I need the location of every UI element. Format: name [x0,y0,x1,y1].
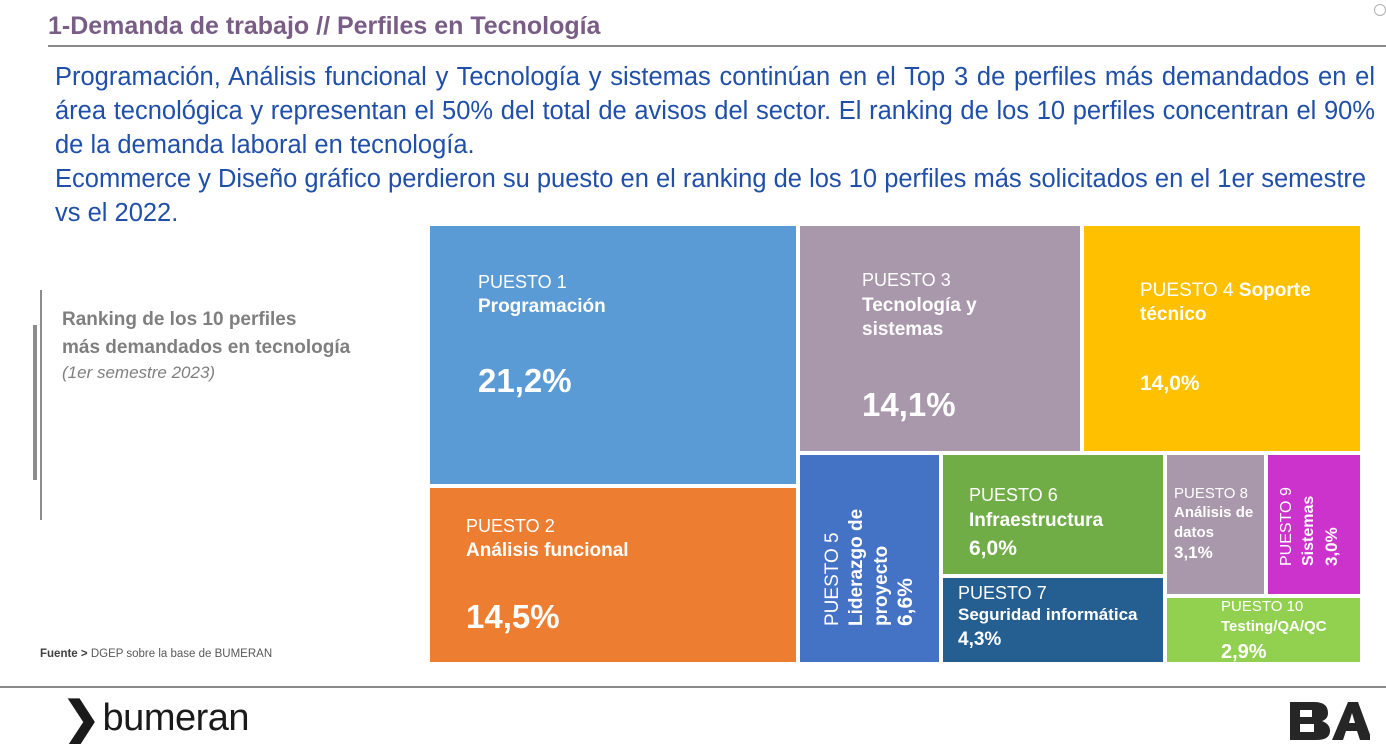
treemap-tile: PUESTO 10 Testing/QA/QC 2,9% [1165,596,1362,664]
tile-9-labels: PUESTO 9 Sistemas 3,0% [1276,487,1344,566]
intro-paragraph-1: Programación, Análisis funcional y Tecno… [55,63,1375,159]
tile-5-puesto: PUESTO 5 [822,532,843,626]
tile-1-value: 21,2% [478,362,572,399]
bumeran-logo: ❯ bumeran [62,692,250,744]
side-accent-bar [33,325,37,480]
tile-7-puesto: PUESTO 7 [958,583,1047,603]
tile-3-value: 14,1% [862,386,956,423]
chart-title-line-2: más demandados en tecnología [62,337,351,358]
tile-1-name: Programación [478,296,606,317]
tile-4-value: 14,0% [1140,372,1200,395]
tile-6-name: Infraestructura [969,510,1104,531]
page-title: 1-Demanda de trabajo // Perfiles en Tecn… [48,12,601,40]
chart-title: Ranking de los 10 perfiles más demandado… [62,306,350,362]
intro-paragraph-2: Ecommerce y Diseño gráfico perdieron su … [55,165,1367,227]
tile-3-puesto: PUESTO 3 [862,270,951,290]
tile-8-name-line: Análisis de [1174,504,1254,521]
tile-7-name: Seguridad informática [958,605,1138,624]
treemap-tile: PUESTO 3 Tecnología y sistemas 14,1% [798,224,1082,453]
tile-9-puesto: PUESTO 9 [1278,487,1295,566]
tile-8-puesto: PUESTO 8 [1174,485,1248,502]
tile-2-puesto: PUESTO 2 [466,516,555,536]
tile-3-name-line: sistemas [862,319,944,340]
treemap-tile: PUESTO 6 Infraestructura 6,0% [941,453,1165,576]
tile-4-puesto: PUESTO 4 [1140,280,1239,301]
treemap-tile: PUESTO 9 Sistemas 3,0% [1266,453,1362,596]
title-divider [48,45,1386,47]
tile-3-name: Tecnología y sistemas [862,294,977,342]
tile-6-puesto: PUESTO 6 [969,485,1058,505]
tile-8-name: Análisis de datos [1174,503,1253,543]
tile-3-name-line: Tecnología y [862,295,977,316]
chart-subtitle: (1er semestre 2023) [62,363,216,382]
chart-title-line-1: Ranking de los 10 perfiles [62,309,297,330]
tile-8-name-line: datos [1174,524,1215,541]
tile-4-name: Soporte [1238,280,1311,301]
tile-10-value: 2,9% [1221,641,1267,663]
treemap-tile: PUESTO 1 Programación 21,2% [428,224,798,486]
tile-5-labels: PUESTO 5 Liderazgo de proyecto 6,6% [822,509,918,626]
ba-logo: BA [1290,702,1370,740]
tile-9-value: 3,0% [1322,527,1341,566]
treemap-tile: PUESTO 2 Análisis funcional 14,5% [428,486,798,664]
tile-4-name-cont: técnico [1140,304,1207,325]
intro-text: Programación, Análisis funcional y Tecno… [55,60,1375,230]
bumeran-chevron-icon: ❯ [62,692,101,744]
tile-5-name-line: proyecto [871,545,892,626]
tile-6-value: 6,0% [969,537,1017,560]
tile-2-name: Análisis funcional [466,540,629,561]
tile-5-value: 6,6% [894,578,917,626]
treemap-tile: PUESTO 8 Análisis de datos 3,1% [1165,453,1266,596]
source-label: Fuente > [40,648,88,660]
tile-2-value: 14,5% [466,598,560,635]
tile-10-name: Testing/QA/QC [1221,618,1327,635]
tile-10-puesto: PUESTO 10 [1221,598,1304,615]
tile-5-name: Liderazgo de proyecto [844,509,894,626]
tile-8-value: 3,1% [1174,543,1213,562]
tile-1-puesto: PUESTO 1 [478,272,567,292]
source-text: DGEP sobre la base de BUMERAN [90,648,273,660]
source-note: Fuente > DGEP sobre la base de BUMERAN [40,648,272,660]
treemap-tile: PUESTO 7 Seguridad informática 4,3% [941,576,1165,664]
tile-9-name: Sistemas [1300,495,1317,566]
corner-dot-icon [1374,4,1386,16]
treemap-tile: PUESTO 5 Liderazgo de proyecto 6,6% [798,453,941,664]
tile-4-heading: PUESTO 4 Soporte [1140,280,1311,302]
treemap-tile: PUESTO 4 Soporte técnico 14,0% [1082,224,1362,453]
footer-divider [0,686,1386,688]
side-accent-line [40,290,42,520]
bumeran-wordmark: bumeran [102,697,250,739]
tile-7-value: 4,3% [958,629,1002,650]
tile-5-name-line: Liderazgo de [846,508,867,626]
